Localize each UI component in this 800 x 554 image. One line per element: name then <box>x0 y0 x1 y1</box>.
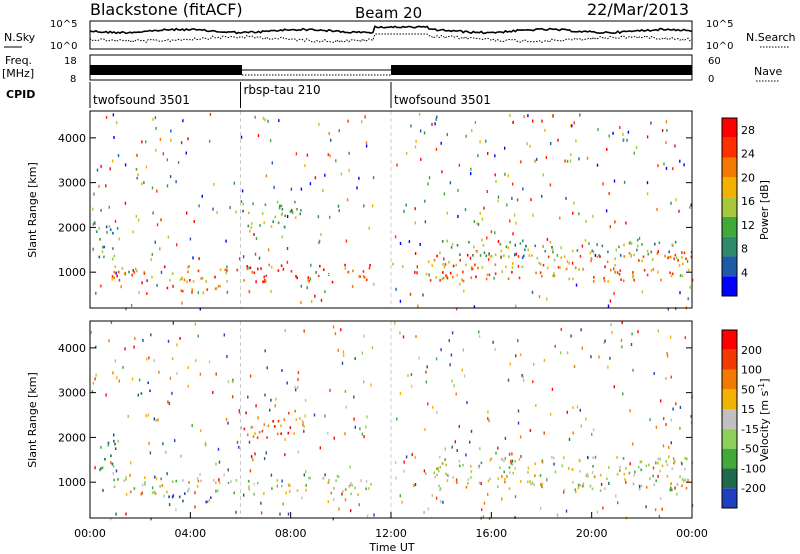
velocity-panel: 1000 2000 3000 4000 Slant Range [km] 00:00 0… <box>26 320 708 554</box>
cpid-segment-label: twofsound 3501 <box>394 93 491 107</box>
nave-right-tick-bottom: 0 <box>708 74 714 85</box>
colorbar-tick-label: 20 <box>741 171 755 184</box>
freq-unit-label: [MHz] <box>2 67 34 80</box>
y-tick-label: 3000 <box>58 177 86 190</box>
x-tick-label: 16:00 <box>475 527 507 540</box>
colorbar-tick-label: 28 <box>741 124 755 137</box>
colorbar-tick-label: 200 <box>741 344 762 357</box>
colorbar-tick-label: 4 <box>741 266 748 279</box>
freq-panel: 18 8 60 0 Freq. [MHz] Nave <box>2 54 782 85</box>
nsky-label: N.Sky <box>4 31 36 44</box>
velocity-heatmap-cells <box>90 321 694 521</box>
cpid-row: CPID twofsound 3501 rbsp-tau 210 twofsound… <box>6 82 491 108</box>
nave-right-tick-top: 60 <box>708 56 721 67</box>
colorbar-tick-label: -15 <box>741 423 759 436</box>
station-title: Blackstone (fitACF) <box>90 0 243 19</box>
power-panel: 1000 2000 3000 4000 Slant Range [km] <box>26 110 694 311</box>
colorbar-tick-label: 15 <box>741 403 755 416</box>
x-tick-label: 08:00 <box>275 527 307 540</box>
velocity-colorbar: 200 100 50 15 -15 -50 -100 -200 <box>721 329 766 509</box>
y-tick-label: 3000 <box>58 387 86 400</box>
colorbar-tick-label: 12 <box>741 219 755 232</box>
x-tick-label: 04:00 <box>174 527 206 540</box>
noise-search-line <box>89 33 693 44</box>
noise-sky-line <box>89 25 693 35</box>
colorbar-tick-label: 50 <box>741 383 755 396</box>
x-tick-label: 20:00 <box>576 527 608 540</box>
power-panel-frame <box>89 110 693 309</box>
cpid-segment-label: twofsound 3501 <box>93 93 190 107</box>
velocity-y-axis-label: Slant Range [km] <box>26 372 39 468</box>
y-tick-label: 4000 <box>58 342 86 355</box>
cpid-label: CPID <box>6 88 35 101</box>
noise-left-tick-top: 10^5 <box>50 19 77 30</box>
colorbar-tick-label: 100 <box>741 364 762 377</box>
x-tick-label: 00:00 <box>676 527 708 540</box>
power-y-axis-label: Slant Range [km] <box>26 162 39 258</box>
noise-left-tick-bottom: 10^0 <box>50 41 77 52</box>
power-colorbar-label: Power [dB] <box>758 180 771 240</box>
y-tick-label: 1000 <box>58 266 86 279</box>
noise-right-tick-bottom: 10^0 <box>706 41 733 52</box>
beam-title: Beam 20 <box>355 4 422 22</box>
freq-left-tick-top: 18 <box>64 56 77 67</box>
nsearch-label: N.Search <box>746 31 796 44</box>
colorbar-tick-label: -200 <box>741 482 766 495</box>
nave-label: Nave <box>754 65 782 78</box>
velocity-colorbar-label: Velocity [m s-1] <box>757 378 771 461</box>
power-colorbar: 4 8 12 16 20 24 28 <box>721 117 755 297</box>
noise-right-tick-top: 10^5 <box>706 19 733 30</box>
y-tick-label: 4000 <box>58 132 86 145</box>
freq-left-tick-bottom: 8 <box>70 74 76 85</box>
x-tick-label: 12:00 <box>375 527 407 540</box>
date-title: 22/Mar/2013 <box>587 0 689 19</box>
freq-label: Freq. <box>5 54 32 67</box>
y-tick-label: 2000 <box>58 431 86 444</box>
x-tick-label: 00:00 <box>74 527 106 540</box>
noise-panel-frame <box>89 20 693 50</box>
freq-band-segment-1 <box>90 65 242 75</box>
noise-panel: 10^5 10^0 10^5 10^0 N.Sky N.Search <box>4 19 796 52</box>
colorbar-tick-label: 24 <box>741 148 755 161</box>
colorbar-tick-label: 8 <box>741 243 748 256</box>
freq-band-segment-3 <box>391 65 692 75</box>
y-tick-label: 2000 <box>58 221 86 234</box>
y-tick-label: 1000 <box>58 476 86 489</box>
cpid-segment-label: rbsp-tau 210 <box>244 83 321 97</box>
colorbar-tick-label: -50 <box>741 443 759 456</box>
colorbar-tick-label: 16 <box>741 195 755 208</box>
x-axis-label: Time UT <box>368 541 414 554</box>
colorbar-tick-label: -100 <box>741 462 766 475</box>
power-heatmap-cells <box>92 111 694 311</box>
